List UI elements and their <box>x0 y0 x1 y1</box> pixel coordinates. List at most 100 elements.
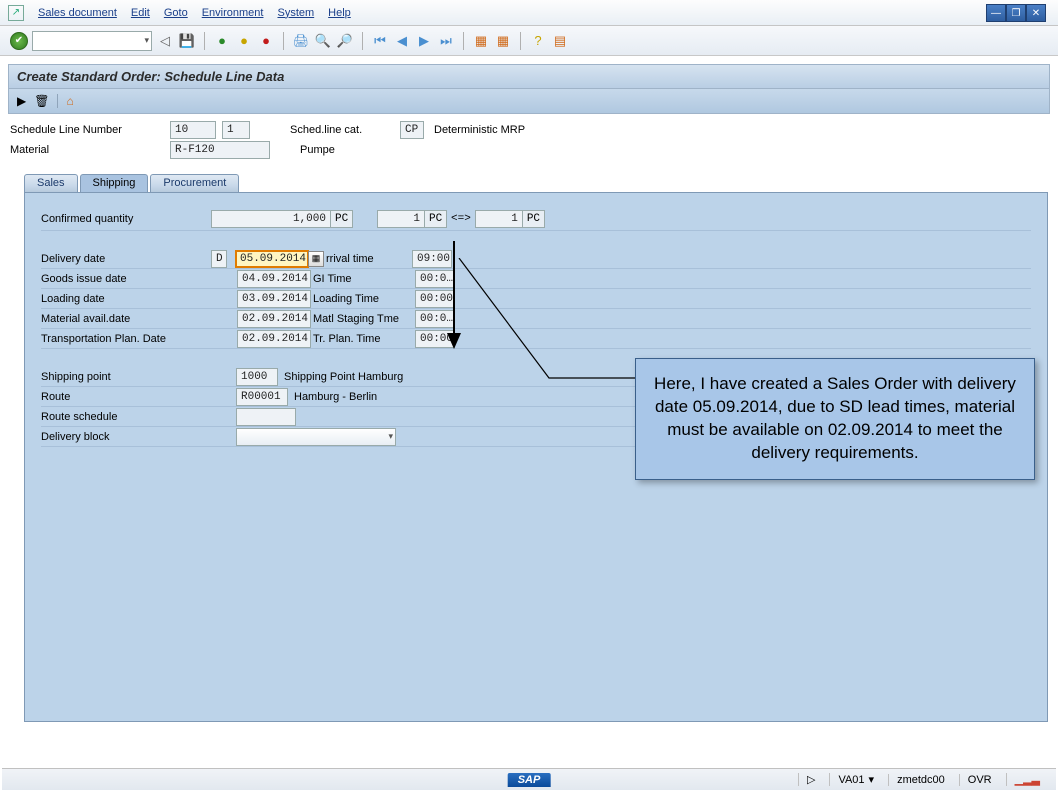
input-material[interactable]: R-F120 <box>170 141 270 159</box>
help-icon[interactable]: ? <box>529 32 547 50</box>
menu-environment[interactable]: Environment <box>202 7 264 19</box>
combo-delivery-block[interactable] <box>236 428 396 446</box>
nav-cancel-icon[interactable]: ● <box>257 32 275 50</box>
label-gi-time: GI Time <box>313 273 415 285</box>
tab-shipping[interactable]: Shipping <box>80 174 149 192</box>
text-eq-sym: <=> <box>447 213 475 225</box>
label-sched-line-cat: Sched.line cat. <box>290 124 400 136</box>
label-material-avail-date: Material avail.date <box>41 313 211 325</box>
label-goods-issue-date: Goods issue date <box>41 273 211 285</box>
input-sched-line-cat[interactable]: CP <box>400 121 424 139</box>
menu-goto[interactable]: Goto <box>164 7 188 19</box>
minimize-button[interactable]: — <box>986 4 1006 22</box>
last-page-icon[interactable]: ⏭ <box>437 32 455 50</box>
toolbar-sep <box>204 32 205 50</box>
tab-sales[interactable]: Sales <box>24 174 78 192</box>
input-confirmed-qty[interactable]: 1,000 <box>211 210 331 228</box>
input-schedule-line-sub[interactable]: 1 <box>222 121 250 139</box>
menu-edit[interactable]: Edit <box>131 7 150 19</box>
input-route[interactable]: R00001 <box>236 388 288 406</box>
status-bar: SAP ▷ VA01 ▾ zmetdc00 OVR ▁▂▃ <box>2 768 1056 790</box>
find-icon[interactable]: 🔍 <box>314 32 332 50</box>
status-tcode: VA01 ▾ <box>829 773 882 786</box>
status-server: zmetdc00 <box>888 774 953 786</box>
label-delivery-date: Delivery date <box>41 253 211 265</box>
input-schedule-line-number[interactable]: 10 <box>170 121 216 139</box>
tabstrip: Sales Shipping Procurement <box>24 170 1048 192</box>
label-delivery-block: Delivery block <box>41 431 236 443</box>
text-material-desc: Pumpe <box>300 144 335 156</box>
input-delivery-date[interactable]: 05.09.2014 <box>235 250 309 268</box>
text-route-desc: Hamburg - Berlin <box>294 391 377 403</box>
input-delivery-date-type[interactable]: D <box>211 250 227 268</box>
page-title: Create Standard Order: Schedule Line Dat… <box>9 65 1049 89</box>
input-eq-right: 1 <box>475 210 523 228</box>
app-toolbar: ✔ ◁ 💾 ● ● ● 🖨 🔍 🔎 ⏮ ◀ ▶ ⏭ ▦ ▦ ? ▤ <box>0 26 1058 56</box>
label-tr-plan-time: Tr. Plan. Time <box>313 333 415 345</box>
menu-bar: ↗ Sales document Edit Goto Environment S… <box>0 0 1058 26</box>
status-nav-icon[interactable]: ▷ <box>798 773 823 786</box>
save-icon[interactable]: 💾 <box>178 32 196 50</box>
input-eq-left: 1 <box>377 210 425 228</box>
label-schedule-line-number: Schedule Line Number <box>10 124 170 136</box>
toolbar-sep <box>283 32 284 50</box>
menu-system[interactable]: System <box>277 7 314 19</box>
layout-icon[interactable]: ▤ <box>551 32 569 50</box>
expand-icon[interactable]: ▶ <box>17 94 26 108</box>
menu-help[interactable]: Help <box>328 7 351 19</box>
text-shipping-point-desc: Shipping Point Hamburg <box>284 371 403 383</box>
shortcut-icon[interactable]: ▦ <box>494 32 512 50</box>
label-route-schedule: Route schedule <box>41 411 236 423</box>
maximize-button[interactable]: ❐ <box>1006 4 1026 22</box>
input-material-avail-date[interactable]: 02.09.2014 <box>237 310 311 328</box>
next-page-icon[interactable]: ▶ <box>415 32 433 50</box>
label-route: Route <box>41 391 236 403</box>
menu-app-icon[interactable]: ↗ <box>8 5 24 21</box>
nav-back-icon[interactable]: ● <box>213 32 231 50</box>
first-page-icon[interactable]: ⏮ <box>371 32 389 50</box>
input-route-schedule[interactable] <box>236 408 296 426</box>
label-material: Material <box>10 144 170 156</box>
back-icon[interactable]: ◁ <box>156 32 174 50</box>
new-session-icon[interactable]: ▦ <box>472 32 490 50</box>
label-arrival-time: rrival time <box>326 253 412 265</box>
sub-sep <box>57 94 58 108</box>
toolbar-sep <box>520 32 521 50</box>
find-next-icon[interactable]: 🔎 <box>336 32 354 50</box>
tab-panel-shipping: Confirmed quantity 1,000 PC 1 PC <=> 1 P… <box>24 192 1048 722</box>
label-shipping-point: Shipping point <box>41 371 236 383</box>
close-button[interactable]: ✕ <box>1026 4 1046 22</box>
prev-page-icon[interactable]: ◀ <box>393 32 411 50</box>
form-header: Schedule Line Number 10 1 Sched.line cat… <box>10 120 1048 160</box>
tab-procurement[interactable]: Procurement <box>150 174 239 192</box>
label-loading-time: Loading Time <box>313 293 415 305</box>
toolbar-sep <box>362 32 363 50</box>
sap-logo: SAP <box>508 773 551 787</box>
input-shipping-point[interactable]: 1000 <box>236 368 278 386</box>
arrow-down-icon <box>443 241 473 351</box>
toolbar-sep <box>463 32 464 50</box>
menu-sales-document[interactable]: Sales document <box>38 7 117 19</box>
trash-icon[interactable]: 🗑 <box>34 94 49 108</box>
enter-button[interactable]: ✔ <box>10 32 28 50</box>
status-graph-icon[interactable]: ▁▂▃ <box>1006 773 1048 786</box>
tabstrip-wrap: Sales Shipping Procurement Confirmed qua… <box>24 170 1048 722</box>
label-confirmed-qty: Confirmed quantity <box>41 213 211 225</box>
sub-toolbar: ▶ 🗑 ⌂ <box>9 89 1049 113</box>
title-area: Create Standard Order: Schedule Line Dat… <box>8 64 1050 114</box>
command-field[interactable] <box>32 31 152 51</box>
text-sched-line-cat-desc: Deterministic MRP <box>434 124 525 136</box>
annotation-box: Here, I have created a Sales Order with … <box>635 358 1035 480</box>
window-controls: — ❐ ✕ <box>986 4 1046 22</box>
calendar-button[interactable]: ▦ <box>308 251 324 267</box>
input-loading-date[interactable]: 03.09.2014 <box>237 290 311 308</box>
print-icon[interactable]: 🖨 <box>292 32 310 50</box>
unit-eq-left: PC <box>425 210 447 228</box>
input-goods-issue-date[interactable]: 04.09.2014 <box>237 270 311 288</box>
status-mode: OVR <box>959 774 1000 786</box>
home-icon[interactable]: ⌂ <box>66 94 73 108</box>
label-loading-date: Loading date <box>41 293 211 305</box>
nav-exit-icon[interactable]: ● <box>235 32 253 50</box>
unit-eq-right: PC <box>523 210 545 228</box>
input-transport-plan-date[interactable]: 02.09.2014 <box>237 330 311 348</box>
